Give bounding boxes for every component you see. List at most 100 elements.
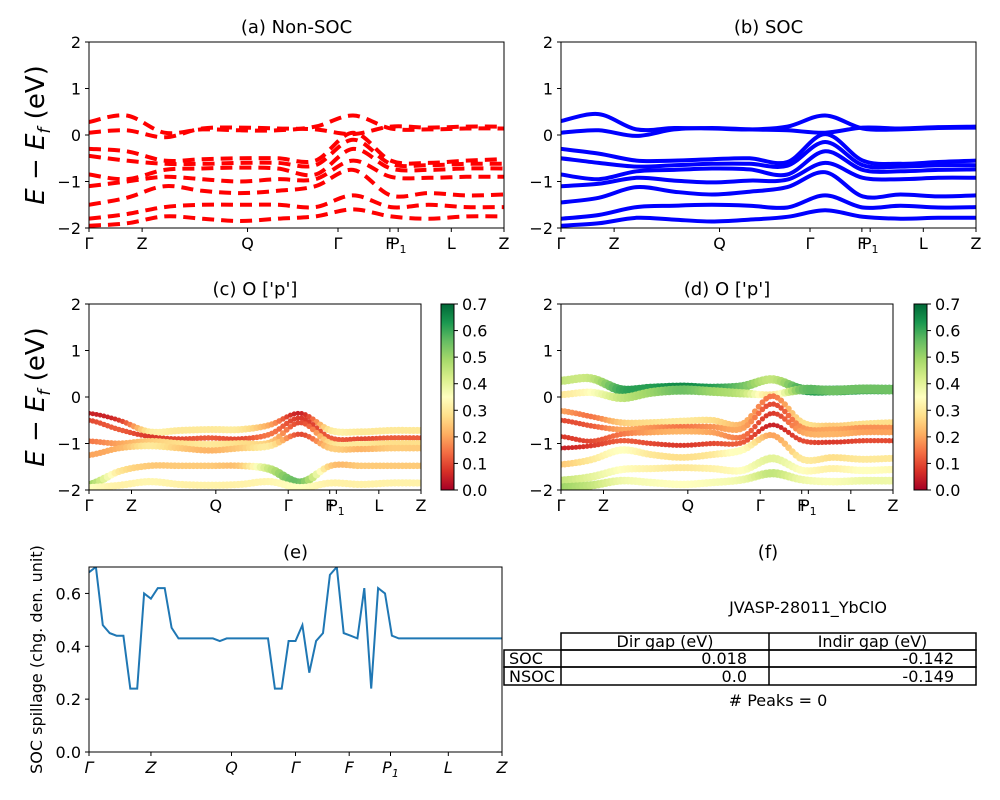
y-tick-label: 0: [543, 126, 553, 145]
band-line-3: [561, 132, 976, 166]
x-tick-label: L: [447, 234, 456, 253]
band-point: [659, 441, 665, 447]
band-point: [771, 422, 777, 428]
colorbar-tick-label: 0.3: [935, 401, 960, 420]
band-line-5: [89, 146, 504, 182]
colorbar-tick-label: 0.1: [935, 454, 960, 473]
band-point: [417, 462, 421, 470]
y-tick-label: 1: [71, 342, 81, 361]
band-point: [685, 442, 691, 448]
x-tick-label: F: [797, 496, 806, 515]
colorbar-tick-label: 0.2: [935, 428, 960, 447]
band-point: [890, 438, 893, 444]
band-point: [778, 405, 784, 411]
band-point: [101, 413, 107, 419]
colorbar-tick-label: 0.6: [935, 322, 960, 341]
y-axis-label: SOC spillage (chg. den. unit): [27, 545, 46, 774]
x-tick-label: Γ: [291, 758, 301, 777]
x-tick-label: Q: [682, 496, 695, 515]
x-tick-label: L: [444, 758, 453, 777]
y-tick-label: −2: [57, 219, 81, 238]
band-point: [707, 440, 713, 447]
x-tick-label: Z: [971, 234, 982, 253]
x-tick-label: Z: [888, 496, 899, 515]
band-point: [295, 431, 301, 437]
spillage-line: [89, 567, 502, 690]
table-header-cell: Dir gap (eV): [617, 632, 714, 651]
table-header-cell: Indir gap (eV): [818, 632, 928, 651]
band-point: [838, 439, 844, 445]
colorbar-tick-label: 0.0: [462, 481, 487, 500]
band-point: [748, 434, 754, 441]
x-tick-label: P1: [382, 758, 399, 780]
x-tick-label: L: [374, 496, 383, 515]
band-point: [562, 445, 568, 451]
x-tick-label: Z: [598, 496, 609, 515]
band-point: [781, 401, 788, 408]
x-tick-label: P1: [800, 496, 817, 518]
band-point: [845, 438, 851, 445]
band-point: [778, 425, 784, 430]
band-point: [417, 426, 421, 435]
colorbar-tick-label: 0.5: [935, 348, 960, 367]
panel-title: (c) O ['p']: [213, 279, 298, 300]
band-line-8: [561, 193, 976, 221]
band-point: [688, 442, 695, 448]
plot-frame: [560, 41, 977, 229]
band-point: [875, 437, 881, 444]
band-point: [759, 399, 766, 406]
y-tick-label: 1: [71, 80, 81, 99]
y-tick-label: 2: [71, 33, 81, 52]
band-point: [860, 438, 866, 444]
table-cell: -0.142: [902, 649, 954, 668]
x-tick-label: Γ: [85, 496, 94, 515]
band-point: [782, 408, 788, 415]
band-lines: [561, 111, 976, 228]
x-tick-label: Γ: [85, 234, 94, 253]
band-line-7: [89, 167, 504, 207]
band-point: [755, 410, 762, 417]
band-line-9: [561, 208, 976, 228]
energy-axis-label: E − Ef (eV): [21, 327, 55, 467]
band-point: [789, 432, 795, 438]
colorbar-tick-label: 0.0: [935, 481, 960, 500]
x-tick-label: F: [325, 496, 334, 515]
y-tick-label: −2: [529, 219, 553, 238]
y-tick-label: 2: [543, 295, 553, 314]
band-point: [748, 418, 755, 425]
colorbar-tick-label: 0.4: [462, 375, 487, 394]
x-tick-label: Γ: [334, 234, 343, 253]
plot-frame: [560, 303, 894, 491]
band-point: [759, 416, 766, 422]
band-point: [759, 406, 766, 413]
band-point: [711, 440, 717, 447]
band-point: [889, 454, 893, 462]
table-cell: 0.018: [701, 649, 747, 668]
colorbar-tick-label: 0.1: [462, 454, 487, 473]
y-tick-label: 0: [543, 388, 553, 407]
panel-title: (f): [758, 542, 778, 563]
colorbar: [913, 303, 928, 491]
band-point: [819, 439, 825, 445]
x-tick-label: Γ: [756, 496, 765, 515]
colorbar-tick-label: 0.5: [462, 348, 487, 367]
band-point: [815, 439, 822, 446]
x-tick-label: Z: [144, 758, 157, 777]
band-point: [849, 438, 855, 444]
band-point: [756, 428, 762, 435]
band-point: [879, 437, 885, 444]
plot-frame: [88, 41, 505, 229]
band-point: [295, 415, 301, 421]
band-point: [786, 429, 792, 436]
y-tick-label: 0: [71, 388, 81, 407]
panel-c: (c) O ['p']210−1−2Γ Z Q Γ FP1 L Z0.70.60.50.40…: [57, 279, 487, 518]
band-line-6: [561, 160, 976, 189]
x-tick-label: F: [385, 234, 394, 253]
band-point: [774, 423, 780, 429]
band-point: [752, 414, 758, 421]
x-tick-label: Z: [137, 234, 148, 253]
table-cell: -0.149: [902, 667, 954, 686]
band-point: [744, 431, 751, 437]
band-point: [577, 444, 583, 450]
